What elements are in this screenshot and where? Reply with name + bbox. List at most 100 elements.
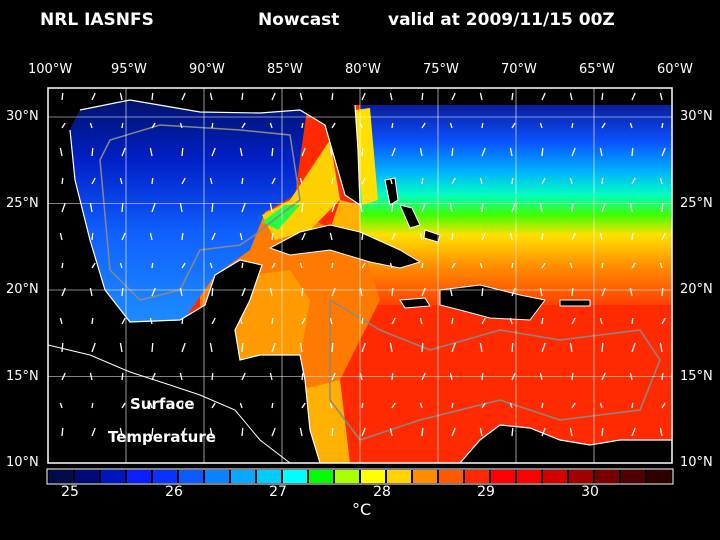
wind-arrow (211, 287, 214, 297)
wind-arrow (211, 372, 214, 381)
wind-arrow (479, 92, 483, 101)
wind-arrow (511, 372, 516, 381)
wind-arrow (481, 372, 484, 381)
wind-arrow (331, 427, 334, 437)
graticule (48, 88, 672, 463)
wind-arrow (181, 177, 186, 185)
wind-arrow (331, 202, 336, 213)
wind-arrow (61, 122, 66, 129)
wind-arrow (391, 287, 394, 297)
colorbar-swatch (179, 470, 203, 483)
lat-label-left: 15°N (6, 368, 39, 384)
lat-label-left: 20°N (6, 282, 39, 297)
wind-arrow (391, 202, 394, 213)
model-title: NRL IASNFS (40, 10, 154, 30)
wind-arrow (89, 122, 93, 129)
wind-arrow (119, 92, 123, 101)
wind-arrow (629, 202, 633, 213)
wind-arrow (541, 177, 546, 185)
wind-arrow (661, 287, 664, 297)
colorbar-swatch (75, 470, 99, 483)
wind-arrow (421, 342, 424, 353)
colorbar-swatch (335, 470, 359, 483)
jamaica (399, 297, 431, 309)
wind-arrow (511, 287, 516, 297)
colorbar-tick-label: 25 (61, 484, 79, 500)
wind-arrow (421, 122, 426, 129)
wind-arrow (329, 402, 333, 409)
wind-arrow (509, 402, 513, 409)
wind-arrow (359, 372, 363, 381)
lon-label: 70°W (501, 62, 537, 77)
wind-arrow (449, 202, 453, 213)
colorbar-tick-label: 28 (373, 484, 391, 500)
wind-arrow (659, 342, 663, 353)
wind-arrow (389, 427, 393, 437)
wind-arrow (631, 402, 634, 409)
colorbar-swatch (465, 470, 489, 483)
wind-arrow (181, 342, 186, 353)
lat-label-left: 30°N (6, 109, 39, 124)
wind-arrow (631, 262, 636, 269)
wind-arrow (299, 177, 303, 185)
wind-arrow (601, 262, 604, 269)
wind-arrow (91, 92, 96, 101)
wind-arrow (271, 262, 276, 269)
lat-label-left: 25°N (6, 195, 39, 211)
colorbar-swatch (387, 470, 411, 483)
wind-arrow (239, 402, 243, 409)
colorbar-unit: °C (352, 500, 372, 519)
wind-arrow (91, 402, 94, 409)
colorbar-tick-label: 30 (581, 484, 599, 500)
wind-arrow (629, 287, 633, 297)
wind-arrow (631, 232, 634, 241)
wind-arrow (511, 342, 514, 353)
wind-arrow (481, 402, 486, 409)
wind-arrow (631, 147, 634, 157)
wind-arrow (59, 147, 63, 157)
colorbar-swatch (491, 470, 515, 483)
wind-arrow (539, 287, 543, 297)
wind-arrow (239, 317, 243, 325)
wind-arrow (419, 402, 423, 409)
wind-arrow (661, 232, 666, 241)
annotation-surface: Surface (130, 395, 195, 413)
wind-arrow (331, 287, 336, 297)
colorbar-swatch (231, 470, 255, 483)
map-frame (47, 87, 673, 464)
wind-arrow (389, 177, 393, 185)
wind-arrow (539, 202, 543, 213)
wind-arrow (241, 92, 244, 101)
wind-arrow (209, 92, 213, 101)
wind-arrow (451, 147, 454, 157)
wind-arrow (509, 317, 513, 325)
wind-arrow (539, 122, 543, 129)
wind-arrow (211, 202, 214, 213)
wind-arrow (121, 372, 124, 381)
wind-arrow (329, 232, 333, 241)
wind-arrow (511, 92, 514, 101)
wind-arrow (571, 147, 576, 157)
wind-arrow (181, 92, 186, 101)
wind-arrow (299, 427, 303, 437)
wind-arrow (391, 232, 396, 241)
wind-arrow (181, 262, 186, 269)
wind-arrow (61, 202, 66, 213)
wind-arrow (179, 372, 183, 381)
wind-arrow (209, 342, 213, 353)
wind-arrow (271, 232, 274, 241)
wind-arrow (569, 342, 573, 353)
wind-arrow (121, 232, 126, 241)
wind-arrow (539, 372, 543, 381)
wind-arrow (659, 92, 663, 101)
mexico-central-america-coastline (69, 129, 321, 464)
wind-arrow (271, 427, 276, 437)
wind-arrow (391, 372, 394, 381)
wind-arrow (359, 202, 363, 213)
wind-arrow (421, 202, 426, 213)
wind-arrow (449, 372, 453, 381)
wind-arrow (89, 372, 93, 381)
lat-label-left: 10°N (6, 455, 39, 470)
wind-arrow (541, 262, 546, 269)
wind-arrow (61, 262, 64, 269)
